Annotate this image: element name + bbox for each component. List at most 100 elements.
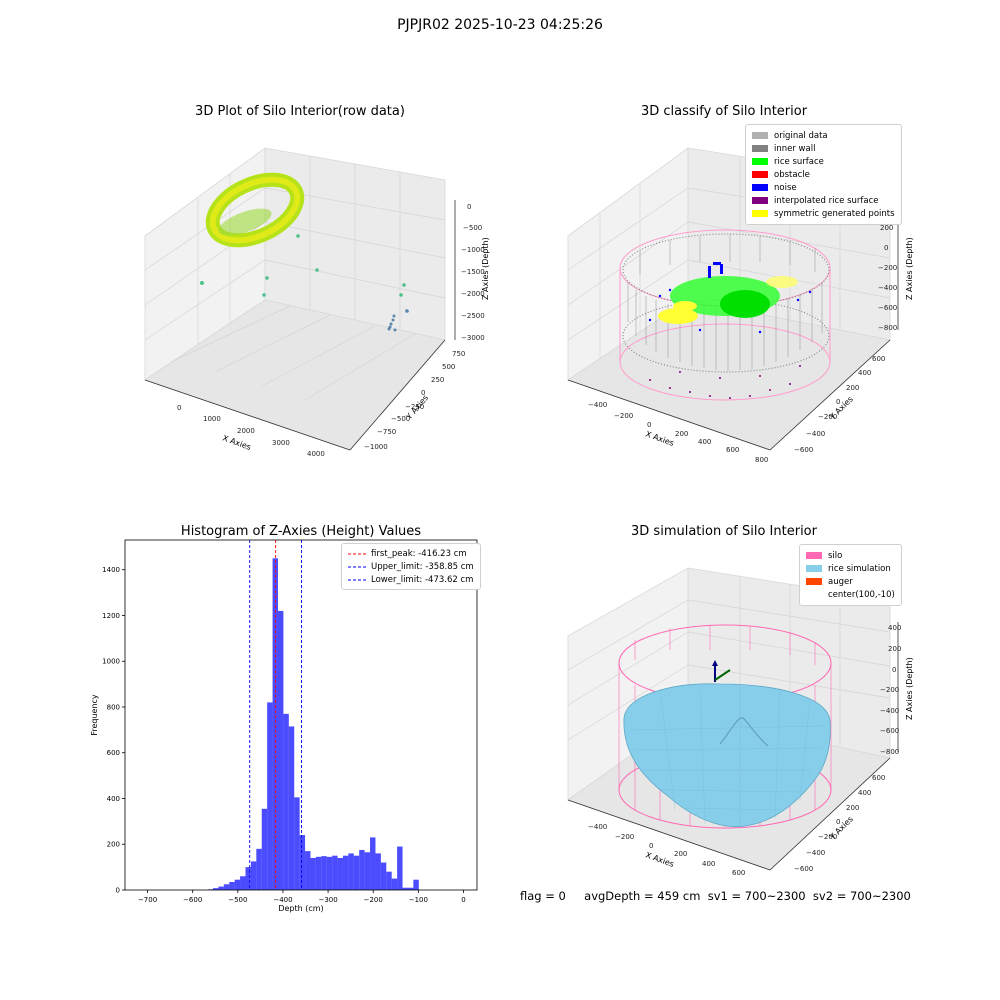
- svg-text:−200: −200: [878, 264, 897, 272]
- svg-text:−200: −200: [615, 833, 634, 841]
- legend-label: center(100,-10): [828, 589, 895, 600]
- x-axis-label: Depth (cm): [278, 904, 323, 913]
- svg-text:−600: −600: [880, 727, 899, 735]
- status-text: flag = 0 avgDepth = 459 cm sv1 = 700~230…: [520, 889, 911, 903]
- histogram-bar: [353, 855, 360, 890]
- y-tick-label: 1400: [102, 566, 120, 574]
- legend-line-blue: [348, 579, 366, 580]
- svg-text:−400: −400: [880, 707, 899, 715]
- histogram-bar: [213, 888, 219, 890]
- svg-text:−800: −800: [878, 324, 897, 332]
- svg-text:−400: −400: [878, 284, 897, 292]
- histogram-bar: [223, 884, 230, 890]
- legend-item-auger: auger: [806, 575, 895, 588]
- y-tick-label: 0: [116, 887, 120, 895]
- legend-swatch: [752, 210, 768, 217]
- svg-text:600: 600: [872, 355, 885, 363]
- histogram-bar: [375, 853, 381, 890]
- histogram-bar: [359, 849, 365, 890]
- legend-line-blue: [348, 566, 366, 567]
- histogram-bar: [407, 887, 414, 890]
- histogram-bar: [380, 862, 387, 890]
- svg-text:Z Axies (Depth): Z Axies (Depth): [481, 237, 490, 300]
- svg-text:Y Axies: Y Axies: [827, 395, 855, 423]
- svg-text:250: 250: [431, 376, 444, 384]
- svg-text:0: 0: [177, 404, 181, 412]
- svg-text:−1000: −1000: [364, 443, 388, 451]
- histogram-frame: [124, 539, 478, 891]
- histogram-bar: [326, 856, 333, 890]
- svg-text:−200: −200: [880, 686, 899, 694]
- histogram-bar: [234, 879, 241, 890]
- legend-item-obstacle: obstacle: [752, 168, 895, 181]
- svg-text:0: 0: [467, 203, 471, 211]
- histogram-legend: first_peak: -416.23 cm Upper_limit: -358…: [341, 543, 481, 590]
- svg-text:400: 400: [858, 789, 871, 797]
- svg-text:4000: 4000: [307, 450, 325, 458]
- svg-text:2000: 2000: [237, 427, 255, 435]
- legend-swatch: [752, 132, 768, 139]
- legend-item-interpolated: interpolated rice surface: [752, 194, 895, 207]
- legend-line-red: [348, 553, 366, 554]
- y-tick-label: 400: [107, 795, 120, 803]
- panel4-title: 3D simulation of Silo Interior: [631, 524, 817, 539]
- legend-item-center: center(100,-10): [806, 588, 895, 601]
- panel4-legend: silo rice simulation auger center(100,-1…: [799, 544, 902, 606]
- y-axis-label: Frequency: [90, 694, 99, 736]
- x-tick-label: 0: [461, 896, 465, 904]
- svg-text:0: 0: [421, 389, 425, 397]
- histogram-bar: [321, 856, 327, 890]
- legend-item-silo: silo: [806, 549, 895, 562]
- legend-item-noise: noise: [752, 181, 895, 194]
- histogram-bar: [315, 856, 322, 890]
- svg-text:0: 0: [892, 666, 896, 674]
- histogram-bar: [218, 886, 224, 890]
- histogram-bar: [250, 861, 257, 890]
- svg-text:−250: −250: [405, 403, 424, 411]
- histogram-bar: [277, 610, 284, 890]
- panel1-3d-axes: 0 1000 2000 3000 4000 750 500 250 0 −250…: [144, 147, 490, 458]
- y-tick-label: 200: [107, 841, 120, 849]
- legend-swatch: [752, 158, 768, 165]
- svg-text:−200: −200: [818, 833, 837, 841]
- svg-text:0: 0: [647, 421, 651, 429]
- panel4-3d-axes: −400 −200 0 200 400 600 600 400 200 0 −2…: [567, 567, 914, 877]
- histogram-bar: [413, 879, 419, 890]
- panel2-title: 3D classify of Silo Interior: [640, 104, 808, 119]
- histogram-bar: [391, 878, 398, 890]
- svg-text:−2500: −2500: [461, 312, 485, 320]
- legend-label: rice simulation: [828, 563, 891, 574]
- svg-text:750: 750: [452, 350, 465, 358]
- svg-text:200: 200: [675, 430, 688, 438]
- histogram-bar: [283, 713, 289, 890]
- svg-text:−800: −800: [880, 748, 899, 756]
- svg-text:−400: −400: [806, 430, 825, 438]
- svg-text:−600: −600: [878, 304, 897, 312]
- histogram-bar: [348, 853, 354, 890]
- histogram-bar: [305, 851, 311, 890]
- legend-item-upper-limit: Upper_limit: -358.85 cm: [348, 560, 474, 573]
- svg-text:200: 200: [888, 645, 901, 653]
- legend-label: Lower_limit: -473.62 cm: [371, 574, 474, 585]
- histogram-bar: [229, 881, 235, 890]
- histogram-bar: [272, 558, 278, 890]
- histogram-bar: [402, 887, 408, 890]
- legend-swatch: [752, 145, 768, 152]
- legend-swatch: [806, 565, 822, 572]
- legend-item-rice-surface: rice surface: [752, 155, 895, 168]
- svg-text:−2000: −2000: [461, 290, 485, 298]
- legend-label: silo: [828, 550, 843, 561]
- histogram-bar: [397, 846, 403, 890]
- histogram-bar: [370, 837, 376, 890]
- legend-label: interpolated rice surface: [774, 195, 879, 206]
- svg-text:1000: 1000: [203, 415, 221, 423]
- svg-text:200: 200: [674, 850, 687, 858]
- histogram-bar: [342, 855, 349, 890]
- legend-swatch: [752, 184, 768, 191]
- svg-text:0: 0: [649, 842, 653, 850]
- svg-text:600: 600: [726, 446, 739, 454]
- svg-text:−400: −400: [588, 401, 607, 409]
- svg-text:−1000: −1000: [461, 246, 485, 254]
- svg-text:800: 800: [755, 456, 768, 464]
- histogram-bar: [245, 867, 251, 890]
